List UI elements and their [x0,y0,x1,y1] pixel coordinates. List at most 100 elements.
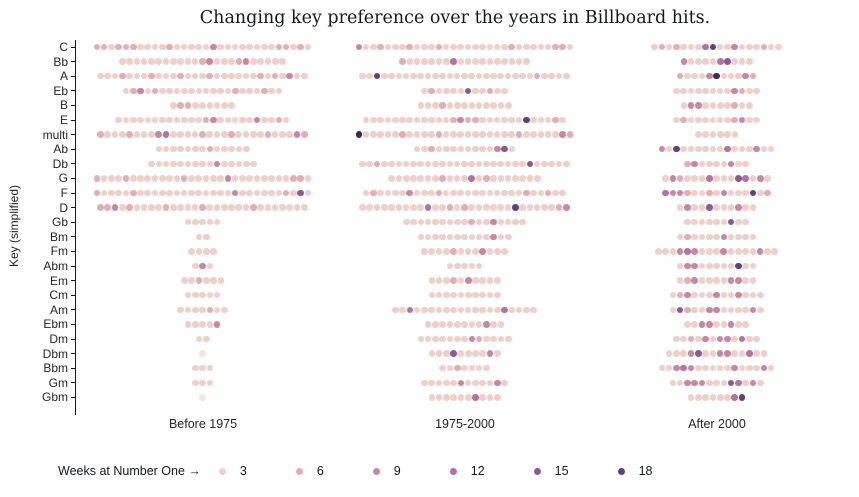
song-dot [402,175,410,182]
song-dot [137,189,144,197]
y-tick-mark [71,46,75,48]
song-dot [435,189,443,197]
song-dot [122,116,130,124]
dot-row [658,145,776,153]
song-dot [541,160,548,168]
song-dot [533,175,541,182]
song-dot [508,306,516,314]
song-dot [195,248,203,255]
song-dot [684,72,691,80]
song-dot [417,102,425,109]
song-dot [166,116,173,124]
song-dot [184,291,192,299]
dot-row [669,306,765,314]
song-dot [257,72,264,80]
legend-value: 15 [554,464,569,478]
dot-row [428,394,502,401]
song-dot [443,248,450,255]
song-dot [483,364,490,372]
dot-row [687,394,746,401]
song-dot [432,233,439,241]
song-dot [435,379,443,387]
song-dot [493,306,501,314]
song-dot [731,145,738,153]
song-dot [727,306,735,314]
song-dot [760,145,768,153]
song-dot [497,204,505,211]
song-dot [210,248,217,255]
song-dot [199,306,206,314]
song-dot [709,116,717,124]
song-dot [746,87,753,95]
song-dot [439,72,446,80]
song-dot [268,43,275,51]
song-dot [454,262,461,270]
song-dot [490,175,497,182]
song-dot [654,248,662,255]
song-dot [698,262,706,270]
song-dot [716,394,724,401]
song-dot [735,72,742,80]
song-dot [133,58,141,65]
song-dot [421,248,428,255]
song-dot [246,87,254,95]
song-dot [727,321,735,328]
song-dot [479,394,487,401]
song-dot [494,291,501,299]
song-dot [713,262,720,270]
dot-row [355,131,574,138]
song-dot [413,131,421,138]
y-tick-label: Gm [48,375,68,390]
song-dot [760,43,768,51]
song-dot [421,116,428,124]
song-dot [490,218,497,226]
song-dot [417,175,425,182]
song-dot [395,160,403,168]
song-dot [705,218,713,226]
song-dot [206,160,214,168]
song-dot [362,131,370,138]
song-dot [691,218,699,226]
song-dot [548,160,556,168]
song-dot [716,131,724,138]
song-dot [450,131,457,138]
song-dot [713,160,720,168]
song-dot [169,204,177,211]
song-dot [735,262,742,270]
song-dot [413,43,421,51]
song-dot [279,58,286,65]
song-dot [461,233,468,241]
song-dot [475,160,483,168]
song-dot [501,58,508,65]
song-dot [224,189,232,197]
song-dot [695,350,702,357]
song-dot [724,131,731,138]
song-dot [395,72,403,80]
song-dot [479,277,487,284]
song-dot [181,277,188,284]
song-dot [453,72,461,80]
song-dot [544,189,552,197]
song-dot [224,87,232,95]
song-dot [224,116,232,124]
song-dot [483,233,490,241]
song-dot [702,131,709,138]
dot-row [359,204,570,211]
song-dot [676,233,684,241]
song-dot [242,131,250,138]
song-dot [461,204,468,211]
song-dot [206,131,213,138]
song-dot [665,364,673,372]
y-tick-label: D [59,200,68,215]
song-dot [746,58,753,65]
song-dot [673,364,680,372]
song-dot [483,175,490,182]
song-dot [716,364,724,372]
song-dot [199,218,206,226]
song-dot [756,379,764,387]
song-dot [239,43,246,51]
song-dot [494,248,501,255]
song-dot [504,160,512,168]
dot-row [93,175,312,182]
y-tick-mark [71,265,75,267]
